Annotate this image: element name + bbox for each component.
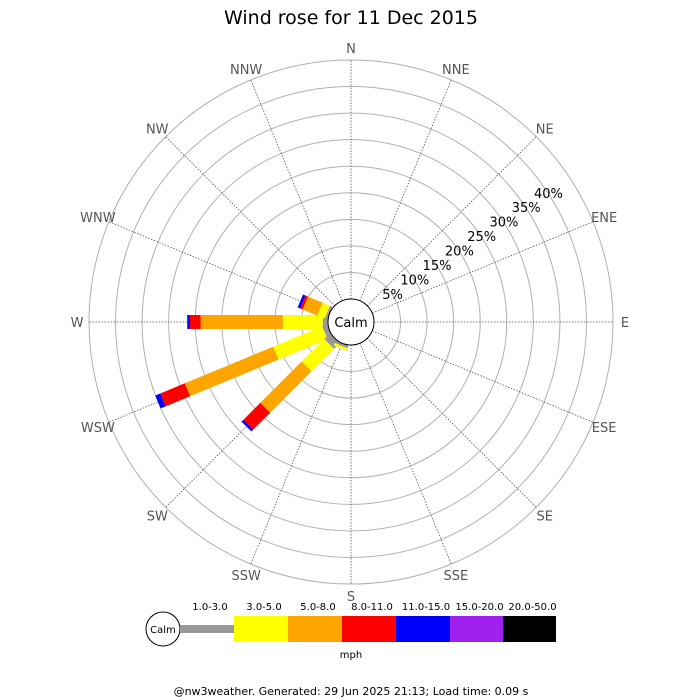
ring-label: 20% bbox=[445, 245, 474, 260]
legend-swatch bbox=[396, 616, 450, 642]
legend-swatch bbox=[450, 616, 503, 642]
wind-bar-segment-w bbox=[282, 315, 323, 329]
grid-ring bbox=[141, 112, 561, 532]
grid-spoke bbox=[372, 221, 594, 314]
ring-label: 5% bbox=[382, 288, 403, 303]
wind-bar-segment-ssw bbox=[333, 343, 348, 351]
direction-label: SSE bbox=[443, 569, 468, 584]
grid-spoke bbox=[250, 79, 343, 301]
chart-title: Wind rose for 11 Dec 2015 bbox=[224, 7, 478, 29]
wind-bar-segment-sw bbox=[241, 419, 254, 432]
grid-spoke bbox=[359, 79, 452, 301]
grid-spoke bbox=[366, 136, 537, 307]
ring-label: 10% bbox=[400, 274, 429, 289]
wind-bar-segment-wnw bbox=[317, 302, 330, 319]
wind-bar-segment-sw bbox=[243, 402, 271, 430]
legend-swatch bbox=[288, 616, 342, 642]
axis-labels: N NNE NE ENE E ESE SE SSE S SSW SW WSW W WNW NW NNW 5%10… bbox=[71, 42, 630, 605]
wind-bar-segment-wnw bbox=[302, 296, 323, 316]
legend-unit: mph bbox=[340, 650, 362, 661]
wind-bar-segment-w bbox=[189, 315, 201, 329]
direction-label: SSW bbox=[231, 569, 261, 584]
wind-bar-segment-wsw bbox=[273, 326, 328, 360]
wind-bar-segment-w bbox=[187, 315, 190, 329]
legend-bin-label: 1.0-3.0 bbox=[192, 602, 227, 613]
wind-bar-segment-sw bbox=[260, 361, 312, 413]
wind-bar-segment-w bbox=[322, 315, 328, 329]
legend-swatch bbox=[234, 616, 288, 642]
footer-text: @nw3weather. Generated: 29 Jun 2025 21:1… bbox=[174, 685, 529, 698]
wind-bar-segment-wnw bbox=[324, 305, 333, 320]
legend-swatch bbox=[342, 616, 396, 642]
direction-label: ENE bbox=[591, 211, 617, 226]
grid-spoke bbox=[359, 343, 452, 565]
calm-center: Calm bbox=[327, 298, 375, 346]
wind-bar-segment-wsw bbox=[155, 393, 166, 409]
wind-bar-segment-wnw bbox=[297, 294, 306, 309]
direction-label: NNW bbox=[230, 63, 262, 78]
legend-bin-label: 11.0-15.0 bbox=[402, 602, 450, 613]
direction-label: S bbox=[347, 590, 355, 605]
legend-swatch bbox=[180, 625, 234, 633]
direction-label: N bbox=[346, 42, 356, 57]
grid-spoke bbox=[165, 136, 336, 307]
polar-grid bbox=[88, 59, 614, 585]
ring-label: 40% bbox=[534, 187, 563, 202]
grid-spoke bbox=[108, 221, 330, 314]
legend-calm-label: Calm bbox=[150, 625, 176, 636]
legend-bin-label: 5.0-8.0 bbox=[300, 602, 335, 613]
direction-label: NW bbox=[146, 122, 169, 137]
legend-bin-label: 20.0-50.0 bbox=[508, 602, 556, 613]
direction-label: WNW bbox=[80, 211, 116, 226]
direction-label: ESE bbox=[592, 421, 617, 436]
direction-label: E bbox=[621, 316, 629, 331]
direction-label: W bbox=[71, 316, 84, 331]
wind-bar-segment-wnw bbox=[300, 295, 308, 310]
wind-bar-segment-wsw bbox=[160, 383, 191, 407]
grid-ring-outer bbox=[88, 59, 614, 585]
ring-label: 35% bbox=[512, 201, 541, 216]
direction-label: SW bbox=[147, 510, 168, 525]
legend-bin-label: 15.0-20.0 bbox=[455, 602, 503, 613]
grid-ring bbox=[115, 86, 587, 558]
grid-spoke bbox=[250, 343, 343, 565]
legend-bin-label: 3.0-5.0 bbox=[246, 602, 281, 613]
ring-label: 15% bbox=[423, 259, 452, 274]
wind-bars bbox=[155, 294, 349, 432]
direction-label: NNE bbox=[442, 63, 470, 78]
direction-label: NE bbox=[536, 122, 554, 137]
wind-bar-segment-wsw bbox=[184, 346, 279, 397]
legend-swatch bbox=[503, 616, 556, 642]
calm-center-label: Calm bbox=[334, 316, 367, 331]
wind-bar-segment-w bbox=[200, 315, 283, 329]
legend: Calm mph 1.0-3.0 3.0-5.0 5.0-8.0 8.0-11.0 11… bbox=[145, 602, 557, 661]
grid-spoke bbox=[372, 330, 594, 423]
ring-label: 30% bbox=[489, 216, 518, 231]
wind-bar-segment-ssw bbox=[334, 340, 349, 349]
ring-label: 25% bbox=[467, 230, 496, 245]
wind-bar-segment-sw bbox=[301, 338, 335, 372]
grid-spoke bbox=[366, 337, 537, 508]
legend-bin-label: 8.0-11.0 bbox=[351, 602, 393, 613]
direction-label: SE bbox=[537, 510, 553, 525]
direction-label: WSW bbox=[81, 421, 115, 436]
